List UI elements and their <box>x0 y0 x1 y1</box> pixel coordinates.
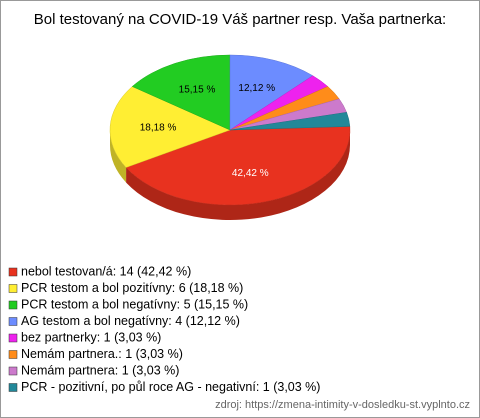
legend-swatch <box>8 267 18 277</box>
legend-label: Nemám partnera.: 1 (3,03 %) <box>21 347 183 361</box>
data-label: 15,15 % <box>179 85 216 96</box>
legend-swatch <box>8 366 18 376</box>
legend-swatch <box>8 350 18 359</box>
chart-title: Bol testovaný na COVID-19 Váš partner re… <box>34 11 446 28</box>
legend-swatch <box>8 317 18 326</box>
legend-swatch <box>8 300 18 310</box>
data-label: 12,12 % <box>238 83 275 94</box>
legend-label: Nemám partnera: 1 (3,03 %) <box>21 363 179 377</box>
legend-swatch <box>8 284 18 293</box>
slice-side <box>110 130 127 183</box>
legend-label: bez partnerky: 1 (3,03 %) <box>21 330 161 344</box>
slice <box>131 54 231 131</box>
data-label: 42,42 % <box>232 168 269 179</box>
data-label: 18,18 % <box>140 122 177 133</box>
slice <box>229 54 314 131</box>
legend-label: PCR - pozitivní, po půl roce AG - negati… <box>21 380 320 394</box>
source: zdroj: https://zmena-intimity-v-dosledku… <box>215 399 470 411</box>
legend-swatch <box>8 333 18 343</box>
legend-label: PCR testom a bol pozitívny: 6 (18,18 %) <box>21 281 243 295</box>
legend-swatch <box>8 383 18 392</box>
slice <box>125 126 351 206</box>
legend-label: AG testom a bol negatívny: 4 (12,12 %) <box>21 314 240 328</box>
slice <box>109 86 231 168</box>
slice <box>229 112 351 131</box>
slice-side <box>126 130 350 220</box>
legend-label: nebol testovan/á: 14 (42,42 %) <box>21 264 191 278</box>
legend-label: PCR testom a bol negatívny: 5 (15,15 %) <box>21 297 248 311</box>
